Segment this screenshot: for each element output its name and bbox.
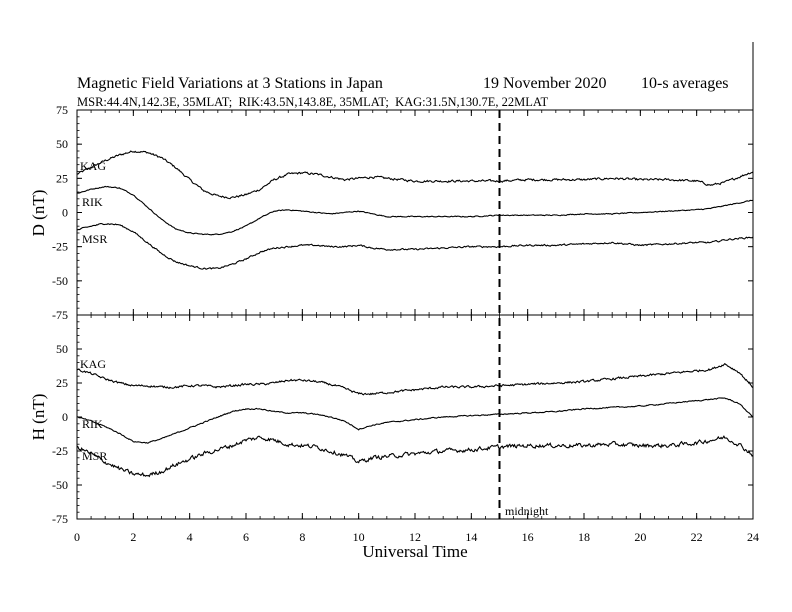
series-label-msr: MSR — [82, 449, 107, 463]
series-line-rik — [76, 185, 754, 236]
y-tick-label: -50 — [52, 274, 68, 288]
x-tick-label: 2 — [130, 530, 136, 544]
x-axis-title: Universal Time — [362, 542, 467, 561]
series-label-rik: RIK — [82, 417, 103, 431]
x-tick-label: 4 — [187, 530, 193, 544]
h-panel-ylabel: H (nT) — [29, 394, 48, 441]
series-label-msr: MSR — [82, 232, 107, 246]
x-tick-label: 16 — [522, 530, 534, 544]
chart-averaging: 10-s averages — [641, 75, 729, 92]
station-coordinates: MSR:44.4N,142.3E, 35MLAT; RIK:43.5N,143.… — [77, 95, 549, 109]
d-panel-ylabel: D (nT) — [29, 190, 48, 237]
x-tick-label: 24 — [747, 530, 759, 544]
y-tick-label: 0 — [62, 410, 68, 424]
panel-frame — [76, 314, 754, 520]
y-tick-label: -25 — [52, 444, 68, 458]
y-tick-label: 0 — [62, 206, 68, 220]
x-tick-label: 0 — [74, 530, 80, 544]
x-tick-label: 12 — [409, 530, 421, 544]
series-line-kag — [76, 362, 754, 396]
y-tick-label: -75 — [52, 512, 68, 526]
x-tick-label: 10 — [353, 530, 365, 544]
plot-area: -75 -50 -25 0 25 50 75 KAG RIK MSR -75 -50 -25 0 25 50 K… — [52, 42, 759, 544]
x-tick-label: 8 — [299, 530, 305, 544]
y-tick-label: 25 — [56, 171, 68, 185]
y-tick-label: 75 — [56, 103, 68, 117]
y-tick-label: -50 — [52, 478, 68, 492]
series-line-msr — [76, 435, 754, 478]
x-tick-label: 6 — [243, 530, 249, 544]
y-tick-label: 25 — [56, 376, 68, 390]
series-label-kag: KAG — [80, 357, 106, 371]
series-line-rik — [76, 397, 754, 444]
y-tick-label: -75 — [52, 308, 68, 322]
y-tick-label: 50 — [56, 137, 68, 151]
series-line-kag — [76, 150, 754, 200]
series-label-rik: RIK — [82, 195, 103, 209]
chart-title: Magnetic Field Variations at 3 Stations … — [77, 75, 383, 92]
y-tick-label: 50 — [56, 342, 68, 356]
x-tick-label: 14 — [465, 530, 477, 544]
x-tick-label: 20 — [634, 530, 646, 544]
series-label-kag: KAG — [80, 159, 106, 173]
y-tick-label: -25 — [52, 240, 68, 254]
x-tick-label: 22 — [691, 530, 703, 544]
chart-date: 19 November 2020 — [483, 75, 607, 92]
midnight-label: midnight — [505, 504, 549, 518]
x-tick-label: 18 — [578, 530, 590, 544]
series-line-msr — [76, 222, 754, 270]
